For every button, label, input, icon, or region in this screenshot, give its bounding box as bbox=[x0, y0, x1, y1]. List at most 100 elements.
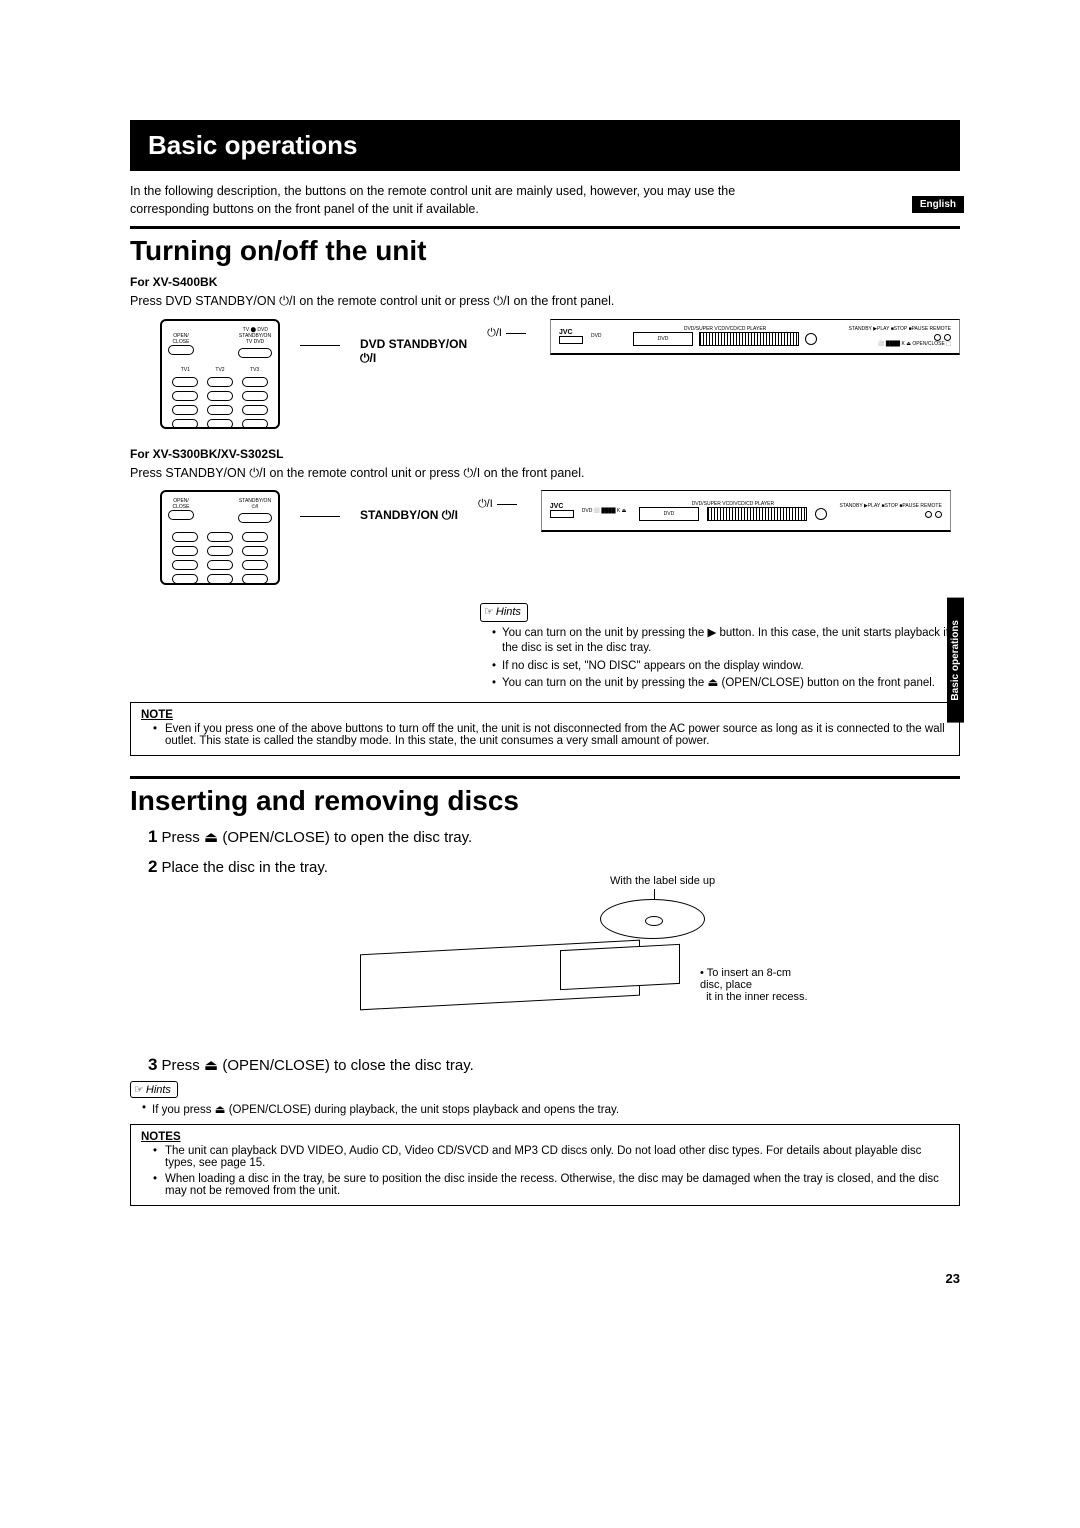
step-1: 1Press ⏏ (OPEN/CLOSE) to open the disc t… bbox=[148, 827, 960, 847]
knob-icon bbox=[815, 508, 827, 520]
step-3: 3Press ⏏ (OPEN/CLOSE) to close the disc … bbox=[148, 1055, 960, 1075]
num-button-icon bbox=[172, 405, 198, 415]
led-icon bbox=[934, 334, 941, 341]
open-close-label: OPEN/ CLOSE bbox=[168, 498, 194, 510]
num-button-icon bbox=[172, 532, 198, 542]
hints-label: Hints bbox=[480, 603, 528, 622]
hints-block-2: Hints If you press ⏏ (OPEN/CLOSE) during… bbox=[130, 1081, 960, 1116]
label-top: With the label side up bbox=[610, 875, 715, 887]
num-button-icon bbox=[172, 419, 198, 429]
rule bbox=[130, 226, 960, 229]
open-close-label: OPEN/ CLOSE bbox=[168, 333, 194, 345]
standby-label: STANDBY/ON ⏻/I bbox=[360, 508, 458, 523]
num-button-icon bbox=[242, 560, 268, 570]
vfd-icon bbox=[699, 332, 799, 346]
step-text: Press ⏏ (OPEN/CLOSE) to close the disc t… bbox=[161, 1057, 473, 1074]
num-button-icon bbox=[242, 377, 268, 387]
knob-icon bbox=[805, 333, 817, 345]
display-icon: DVD bbox=[639, 507, 699, 521]
num-button-icon bbox=[207, 560, 233, 570]
dvd-standby-label: DVD STANDBY/ON ⏻/I bbox=[360, 337, 467, 366]
label-l2: ⏻/I bbox=[360, 351, 467, 366]
power-button-icon bbox=[559, 336, 583, 344]
open-close-button-icon bbox=[168, 345, 194, 355]
num-button-icon bbox=[242, 419, 268, 429]
kl: TV1 bbox=[181, 367, 190, 373]
disc-icon bbox=[600, 899, 705, 939]
num-button-icon bbox=[207, 405, 233, 415]
section2-heading: Inserting and removing discs bbox=[130, 785, 960, 817]
standby-button-icon bbox=[238, 513, 272, 523]
panel-lead-b: ⏻/I bbox=[478, 498, 517, 511]
section1-heading: Turning on/off the unit bbox=[130, 235, 960, 267]
note-head: NOTE bbox=[141, 709, 949, 721]
language-badge: English bbox=[912, 196, 964, 213]
power-button-icon bbox=[550, 510, 574, 518]
label-l1: DVD STANDBY/ON bbox=[360, 337, 467, 351]
num-button-icon bbox=[172, 377, 198, 387]
brand: JVC bbox=[559, 329, 583, 336]
num-button-icon bbox=[207, 546, 233, 556]
led-icon bbox=[944, 334, 951, 341]
num-button-icon bbox=[242, 391, 268, 401]
brand: JVC bbox=[550, 503, 574, 510]
note-text: Even if you press one of the above butto… bbox=[141, 723, 949, 747]
hint-item: If no disc is set, "NO DISC" appears on … bbox=[492, 659, 960, 675]
side-tab: Basic operations bbox=[947, 598, 964, 723]
panel-lead-text: ⏻/I bbox=[487, 327, 502, 340]
model-b-diagram: OPEN/ CLOSE STANDBY/ON ⏻/I STANDBY/ON ⏻/… bbox=[160, 490, 960, 585]
note-text: The unit can playback DVD VIDEO, Audio C… bbox=[141, 1145, 949, 1169]
standby-on-label: STANDBY/ON ⏻/I bbox=[238, 498, 272, 510]
lead-line bbox=[300, 516, 340, 517]
lr1: • To insert an 8-cm disc, place bbox=[700, 967, 810, 991]
hints-list: You can turn on the unit by pressing the… bbox=[480, 626, 960, 692]
panel-lead-text: ⏻/I bbox=[478, 498, 493, 511]
indicators: STANDBY ▶PLAY ■STOP ■PAUSE REMOTE bbox=[839, 503, 941, 509]
num-button-icon bbox=[242, 532, 268, 542]
tv-dvd-label: TV DVD bbox=[238, 339, 272, 345]
step-text: Place the disc in the tray. bbox=[161, 859, 327, 876]
indicators: STANDBY ▶PLAY ■STOP ■PAUSE REMOTE bbox=[849, 326, 951, 332]
step-text: Press ⏏ (OPEN/CLOSE) to open the disc tr… bbox=[161, 829, 472, 846]
page-title-bar: Basic operations bbox=[130, 120, 960, 171]
hints-block: Hints You can turn on the unit by pressi… bbox=[480, 603, 960, 692]
num-button-icon bbox=[207, 419, 233, 429]
model-a-text: Press DVD STANDBY/ON ⏻/I on the remote c… bbox=[130, 293, 960, 311]
label-right: • To insert an 8-cm disc, place it in th… bbox=[700, 967, 810, 1003]
num-button-icon bbox=[172, 391, 198, 401]
standby-on-label: STANDBY/ON bbox=[238, 333, 272, 339]
sub: DVD ⬜ ████ K ⏏ bbox=[582, 508, 627, 514]
front-panel-a: JVC DVD DVD/SUPER VCD/VCD/CD PLAYER DVD … bbox=[550, 319, 960, 355]
num-button-icon bbox=[172, 546, 198, 556]
kl: TV3 bbox=[250, 367, 259, 373]
sub: DVD bbox=[591, 333, 602, 339]
display-icon: DVD bbox=[633, 332, 693, 346]
num-button-icon bbox=[242, 574, 268, 584]
note-text: When loading a disc in the tray, be sure… bbox=[141, 1173, 949, 1197]
hints-label: Hints bbox=[130, 1081, 178, 1098]
remote-b: OPEN/ CLOSE STANDBY/ON ⏻/I bbox=[160, 490, 280, 585]
num-button-icon bbox=[207, 391, 233, 401]
num-button-icon bbox=[242, 405, 268, 415]
page-number: 23 bbox=[946, 1271, 960, 1286]
open-close-button-icon bbox=[168, 510, 194, 520]
model-b-label: For XV-S300BK/XV-S302SL bbox=[130, 447, 960, 461]
num-button-icon bbox=[207, 532, 233, 542]
model-b-text: Press STANDBY/ON ⏻/I on the remote contr… bbox=[130, 465, 960, 483]
num-button-icon bbox=[172, 574, 198, 584]
standby-button-icon bbox=[238, 348, 272, 358]
model-a-diagram: TV ⬤ DVD OPEN/ CLOSE STANDBY/ON TV DVD T… bbox=[160, 319, 960, 429]
player-illustration: With the label side up • To insert an 8-… bbox=[360, 887, 810, 1037]
hint-item: You can turn on the unit by pressing the… bbox=[492, 676, 960, 692]
model-a-label: For XV-S400BK bbox=[130, 275, 960, 289]
vfd-icon bbox=[707, 507, 807, 521]
panel-lead-a: ⏻/I bbox=[487, 327, 526, 340]
note-box-1: NOTE Even if you press one of the above … bbox=[130, 702, 960, 756]
lr2: it in the inner recess. bbox=[700, 991, 810, 1003]
note-box-2: NOTES The unit can playback DVD VIDEO, A… bbox=[130, 1124, 960, 1206]
dvd-tray-icon bbox=[560, 944, 680, 990]
num-button-icon bbox=[207, 574, 233, 584]
num-button-icon bbox=[207, 377, 233, 387]
lead-line bbox=[300, 345, 340, 346]
hint-item: If you press ⏏ (OPEN/CLOSE) during playb… bbox=[142, 1102, 960, 1116]
